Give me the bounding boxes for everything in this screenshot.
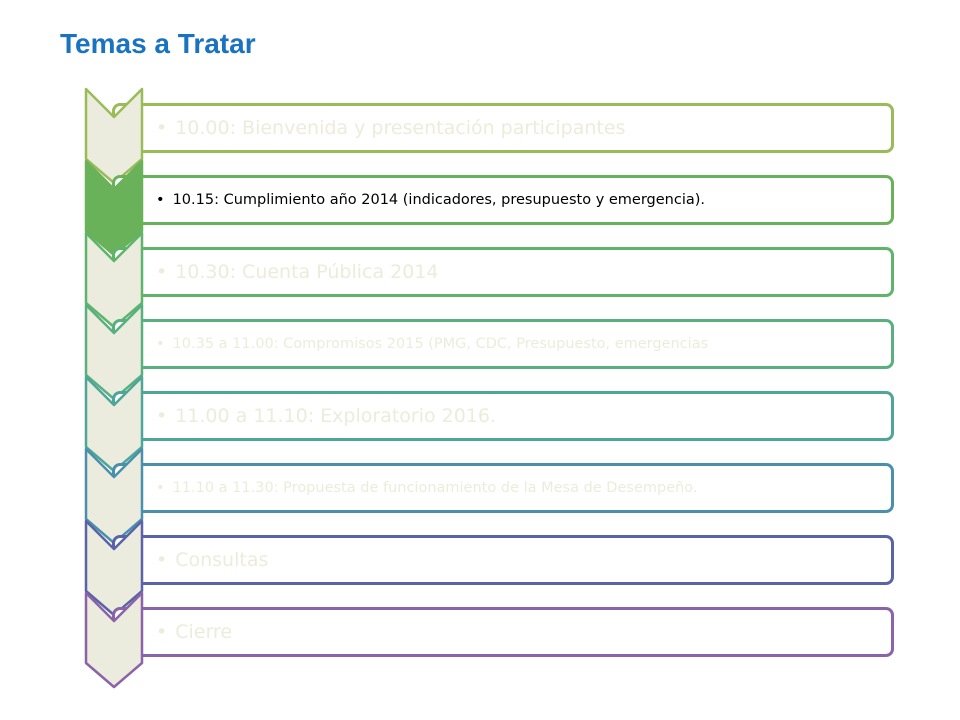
bullet-icon: • (156, 261, 168, 283)
agenda-item-text: • 10.30: Cuenta Pública 2014 (156, 247, 886, 297)
chevron-icon (84, 231, 144, 329)
agenda-item-text: • Consultas (156, 535, 886, 585)
agenda-item: • 10.35 a 11.00: Compromisos 2015 (PMG, C… (0, 303, 960, 401)
agenda-item-label: 11.00 a 11.10: Exploratorio 2016. (175, 405, 497, 427)
agenda-item-box (112, 535, 894, 585)
agenda-item-box (112, 175, 894, 225)
agenda-item-box (112, 607, 894, 657)
agenda-item-text: • 10.35 a 11.00: Compromisos 2015 (PMG, C… (156, 319, 886, 369)
agenda-item-text: • 11.10 a 11.30: Propuesta de funcionamie… (156, 463, 886, 513)
bullet-icon: • (156, 621, 168, 643)
agenda-item-label: Cierre (175, 621, 233, 643)
page-title: Temas a Tratar (60, 28, 256, 59)
bullet-icon: • (156, 405, 168, 427)
agenda-item: • Consultas (0, 519, 960, 617)
agenda-item-label: 10.15: Cumplimiento año 2014 (indicadore… (172, 192, 706, 208)
agenda-item-text: • Cierre (156, 607, 886, 657)
agenda-item-text: • 10.00: Bienvenida y presentación partic… (156, 103, 886, 153)
agenda-item-box (112, 391, 894, 441)
agenda-item-label: Consultas (175, 549, 269, 571)
agenda-item-text-active: • 10.15: Cumplimiento año 2014 (indicador… (156, 175, 886, 225)
bullet-icon: • (156, 480, 165, 496)
agenda-item-label: 10.00: Bienvenida y presentación partici… (175, 117, 626, 139)
chevron-icon (84, 87, 144, 185)
agenda-item: • 10.30: Cuenta Pública 2014 (0, 231, 960, 329)
agenda-item-box (112, 247, 894, 297)
agenda-item-label: 10.30: Cuenta Pública 2014 (175, 261, 439, 283)
agenda-item: • 10.15: Cumplimiento año 2014 (indicador… (0, 159, 960, 257)
bullet-icon: • (156, 549, 168, 571)
agenda-item: • 11.10 a 11.30: Propuesta de funcionamie… (0, 447, 960, 545)
chevron-icon (84, 447, 144, 545)
chevron-icon (84, 159, 144, 257)
agenda-item-label: 11.10 a 11.30: Propuesta de funcionamien… (172, 480, 698, 496)
agenda-item-box (112, 463, 894, 513)
agenda-item-box (112, 319, 894, 369)
agenda-item: • 11.00 a 11.10: Exploratorio 2016. (0, 375, 960, 473)
agenda-item-box (112, 103, 894, 153)
chevron-icon (84, 375, 144, 473)
agenda-item-label: 10.35 a 11.00: Compromisos 2015 (PMG, CD… (172, 336, 709, 352)
chevron-icon (84, 591, 144, 689)
chevron-icon (84, 519, 144, 617)
chevron-icon (84, 303, 144, 401)
agenda-item: • Cierre (0, 591, 960, 689)
bullet-icon: • (156, 336, 165, 352)
agenda-item-text: • 11.00 a 11.10: Exploratorio 2016. (156, 391, 886, 441)
bullet-icon: • (156, 192, 165, 208)
agenda-item: • 10.00: Bienvenida y presentación partic… (0, 87, 960, 185)
bullet-icon: • (156, 117, 168, 139)
